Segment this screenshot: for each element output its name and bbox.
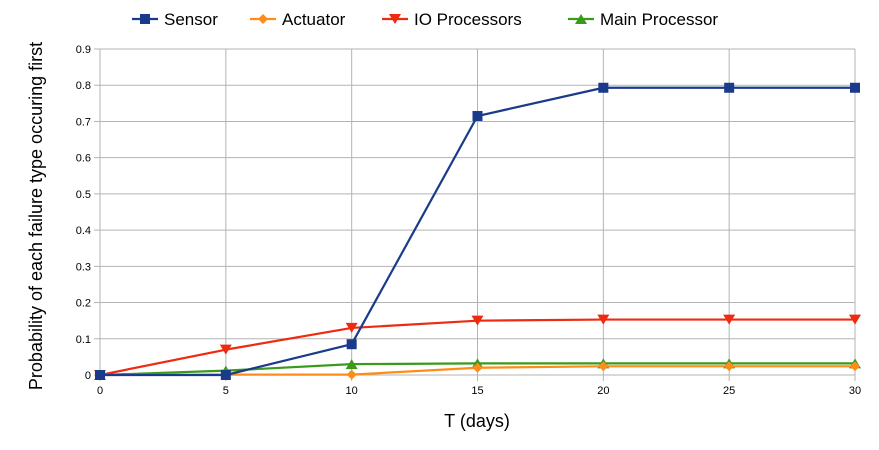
legend: Sensor Actuator IO Processors Main Processo… [132, 10, 718, 29]
x-axis-title: T (days) [444, 411, 510, 431]
x-tick-label: 20 [597, 385, 609, 397]
series-sensor [95, 82, 860, 380]
x-axis-ticks: 0 5 10 15 20 25 30 [97, 385, 861, 397]
y-tick-label: 0.5 [76, 189, 91, 201]
x-tick-label: 30 [849, 385, 861, 397]
data-point-sensor [472, 111, 483, 122]
y-tick-label: 0.7 [76, 116, 91, 128]
legend-item-io-processors: IO Processors [382, 10, 522, 29]
data-point-sensor [95, 370, 105, 380]
x-tick-label: 0 [97, 385, 103, 397]
y-axis-ticks: 0 0.1 0.2 0.3 0.4 0.5 0.6 0.7 0.8 0.9 [76, 44, 91, 382]
y-tick-label: 0.6 [76, 153, 91, 165]
data-point-actuator [724, 361, 735, 372]
data-point-io-processors [345, 322, 358, 333]
data-point-actuator [472, 362, 483, 373]
y-axis-title: Probability of each failure type occurin… [26, 42, 46, 390]
x-tick-label: 15 [471, 385, 483, 397]
legend-label-main-processor: Main Processor [600, 10, 718, 29]
data-point-actuator [346, 369, 357, 380]
data-point-io-processors [219, 344, 232, 355]
data-point-sensor [346, 339, 357, 350]
data-point-sensor [598, 82, 609, 93]
data-point-actuator [850, 361, 860, 372]
legend-marker-io-processors [389, 14, 401, 24]
data-point-io-processors [849, 314, 861, 325]
legend-marker-actuator [258, 14, 268, 24]
y-tick-label: 0.3 [76, 261, 91, 273]
legend-marker-sensor [140, 14, 150, 24]
data-point-actuator [598, 361, 609, 372]
data-point-sensor [220, 370, 231, 380]
legend-item-actuator: Actuator [250, 10, 346, 29]
data-point-io-processors [471, 315, 484, 326]
y-tick-label: 0 [85, 370, 91, 382]
y-tick-label: 0.4 [76, 225, 91, 237]
data-point-io-processors [597, 314, 610, 325]
legend-label-io-processors: IO Processors [414, 10, 522, 29]
y-tick-label: 0.2 [76, 298, 91, 310]
series-io-processors [94, 314, 861, 380]
series-group [94, 82, 861, 380]
y-tick-label: 0.8 [76, 80, 91, 92]
legend-item-sensor: Sensor [132, 10, 218, 29]
y-tick-label: 0.1 [76, 334, 91, 346]
x-tick-label: 5 [223, 385, 229, 397]
data-point-main-processor [345, 359, 358, 370]
legend-marker-main-processor [575, 14, 587, 24]
x-tick-label: 25 [723, 385, 735, 397]
x-tick-label: 10 [346, 385, 358, 397]
data-point-io-processors [723, 314, 736, 325]
legend-item-main-processor: Main Processor [568, 10, 718, 29]
data-point-sensor [850, 82, 860, 93]
grid [94, 48, 856, 381]
data-point-sensor [724, 82, 735, 93]
y-tick-label: 0.9 [76, 44, 91, 56]
legend-label-sensor: Sensor [164, 10, 218, 29]
legend-label-actuator: Actuator [282, 10, 346, 29]
